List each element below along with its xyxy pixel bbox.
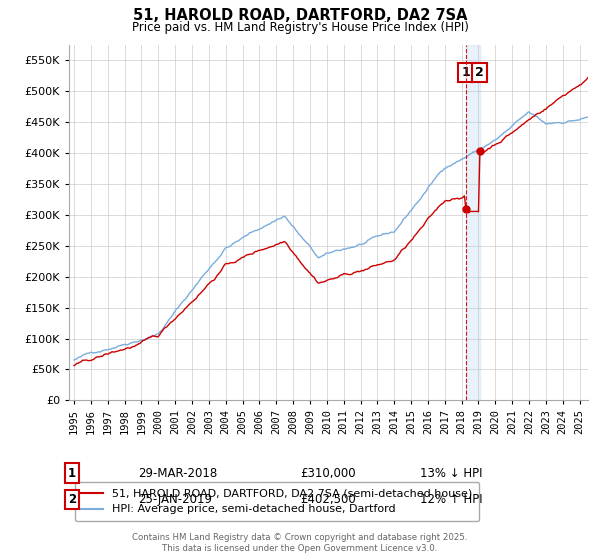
Bar [466, 45, 479, 400]
Text: 25-JAN-2019: 25-JAN-2019 [138, 493, 212, 506]
Text: 12% ↑ HPI: 12% ↑ HPI [420, 493, 482, 506]
Text: 2: 2 [475, 66, 484, 79]
Text: 1: 1 [68, 466, 76, 480]
Text: £310,000: £310,000 [300, 466, 356, 480]
Text: £402,500: £402,500 [300, 493, 356, 506]
Text: 13% ↓ HPI: 13% ↓ HPI [420, 466, 482, 480]
Text: 1: 1 [461, 66, 470, 79]
Text: 29-MAR-2018: 29-MAR-2018 [138, 466, 217, 480]
Text: Contains HM Land Registry data © Crown copyright and database right 2025.
This d: Contains HM Land Registry data © Crown c… [132, 533, 468, 553]
Text: Price paid vs. HM Land Registry's House Price Index (HPI): Price paid vs. HM Land Registry's House … [131, 21, 469, 34]
Text: 51, HAROLD ROAD, DARTFORD, DA2 7SA: 51, HAROLD ROAD, DARTFORD, DA2 7SA [133, 8, 467, 24]
Text: 2: 2 [68, 493, 76, 506]
Legend: 51, HAROLD ROAD, DARTFORD, DA2 7SA (semi-detached house), HPI: Average price, se: 51, HAROLD ROAD, DARTFORD, DA2 7SA (semi… [74, 482, 479, 521]
